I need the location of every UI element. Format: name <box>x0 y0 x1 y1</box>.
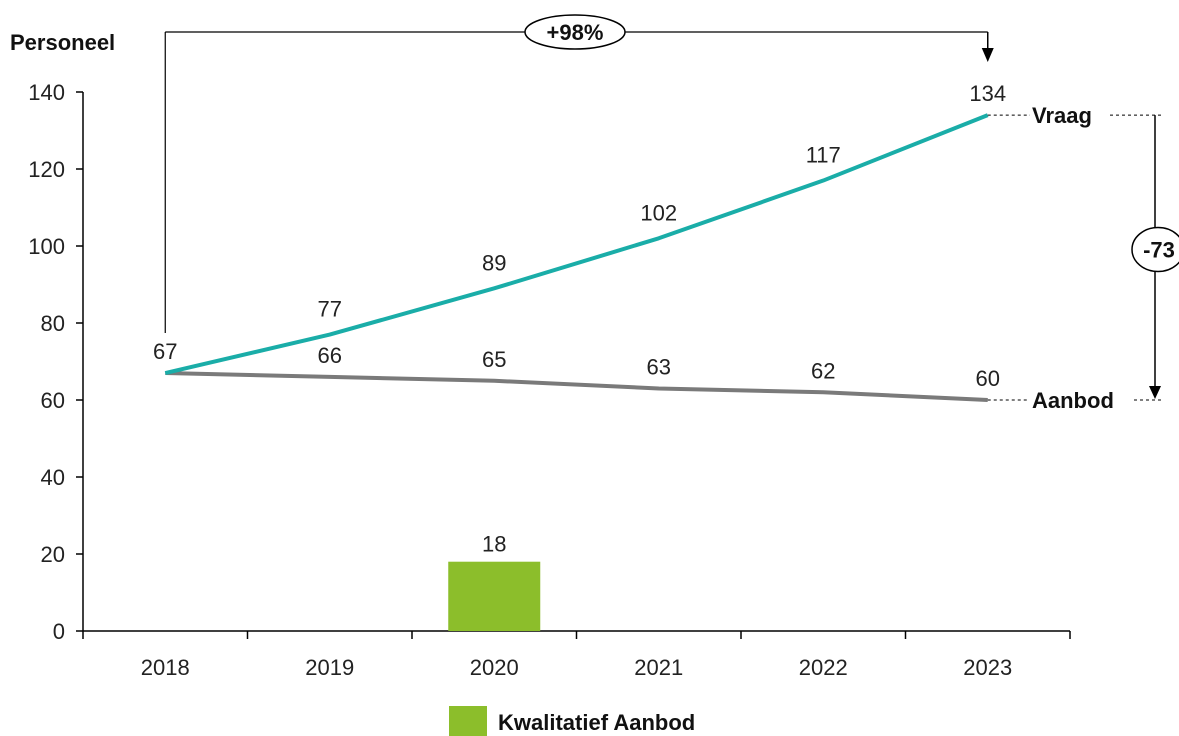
data-label-kwalitatief-aanbod: 18 <box>482 532 506 557</box>
x-tick-label: 2019 <box>305 655 354 680</box>
data-label-vraag: 117 <box>806 143 841 168</box>
data-label-aanbod: 60 <box>976 366 1000 391</box>
y-tick-label: 0 <box>53 619 65 644</box>
y-tick-label: 100 <box>28 234 65 259</box>
bar-series <box>448 561 541 631</box>
line-series <box>164 113 989 402</box>
y-tick-label: 40 <box>41 465 65 490</box>
data-label-aanbod: 66 <box>318 343 342 368</box>
gap-arrow-head <box>1149 386 1161 399</box>
data-label-aanbod: 62 <box>811 358 835 383</box>
line-aanbod <box>165 371 988 402</box>
bar-kwalitatief-aanbod <box>448 561 541 631</box>
x-tick-label: 2021 <box>634 655 683 680</box>
data-labels: 18 77 89 102 117 134 67 66 65 63 62 60 <box>153 81 1006 557</box>
y-tick-label: 120 <box>28 157 65 182</box>
y-tick-label: 20 <box>41 542 65 567</box>
data-label-vraag: 89 <box>482 250 506 275</box>
data-label-aanbod: 63 <box>647 354 671 379</box>
gap-badge-text: -73 <box>1143 238 1175 263</box>
y-tick-label: 140 <box>28 80 65 105</box>
x-tick-label: 2023 <box>963 655 1012 680</box>
x-tick-label: 2022 <box>799 655 848 680</box>
legend: Kwalitatief Aanbod <box>449 706 695 736</box>
y-axis-title: Personeel <box>10 30 115 55</box>
data-label-vraag: 134 <box>969 81 1006 106</box>
x-tick-label: 2018 <box>141 655 190 680</box>
data-label-vraag: 102 <box>640 200 677 225</box>
y-tick-label: 80 <box>41 311 65 336</box>
data-label-aanbod: 65 <box>482 347 506 372</box>
data-label-vraag: 77 <box>318 297 342 322</box>
line-vraag <box>164 113 989 375</box>
data-label-vraag-2018: 67 <box>153 339 177 364</box>
annotations: Vraag Aanbod -73 +98% <box>164 14 1179 413</box>
axes: 0 20 40 60 80 100 120 140 Personeel 2018 2019 2020 2… <box>10 30 1071 680</box>
gap-badge <box>1131 226 1179 273</box>
growth-badge <box>524 14 626 50</box>
series-label-vraag: Vraag <box>1032 103 1092 128</box>
series-label-aanbod: Aanbod <box>1032 388 1114 413</box>
growth-badge-text: +98% <box>547 20 604 45</box>
growth-arrow-head <box>981 48 994 62</box>
x-tick-label: 2020 <box>470 655 519 680</box>
legend-swatch-kwalitatief-aanbod <box>449 706 487 736</box>
y-tick-label: 60 <box>41 388 65 413</box>
legend-label-kwalitatief-aanbod: Kwalitatief Aanbod <box>498 710 695 735</box>
